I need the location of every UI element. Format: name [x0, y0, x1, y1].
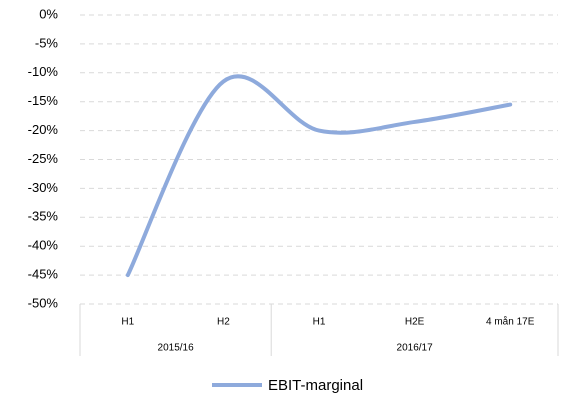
- y-tick-label: -10%: [28, 64, 59, 79]
- y-tick-label: -20%: [28, 122, 59, 137]
- x-tick-label: H1: [313, 317, 326, 328]
- group-label: 2015/16: [158, 343, 195, 354]
- x-tick-label: H2E: [405, 317, 425, 328]
- y-tick-label: -15%: [28, 93, 59, 108]
- x-tick-label: H2: [217, 317, 230, 328]
- x-tick-label: H1: [121, 317, 134, 328]
- y-tick-label: -50%: [28, 295, 59, 310]
- legend-label: EBIT-marginal: [268, 377, 363, 394]
- y-tick-label: -35%: [28, 209, 59, 224]
- y-tick-label: -5%: [35, 35, 59, 50]
- x-tick-label: 4 mån 17E: [486, 316, 535, 328]
- y-tick-label: 0%: [39, 6, 58, 21]
- y-tick-label: -45%: [28, 267, 59, 282]
- y-tick-label: -25%: [28, 151, 59, 166]
- y-tick-label: -40%: [28, 238, 59, 253]
- y-tick-label: -30%: [28, 180, 59, 195]
- line: [125, 74, 513, 278]
- group-label: 2016/17: [397, 343, 434, 354]
